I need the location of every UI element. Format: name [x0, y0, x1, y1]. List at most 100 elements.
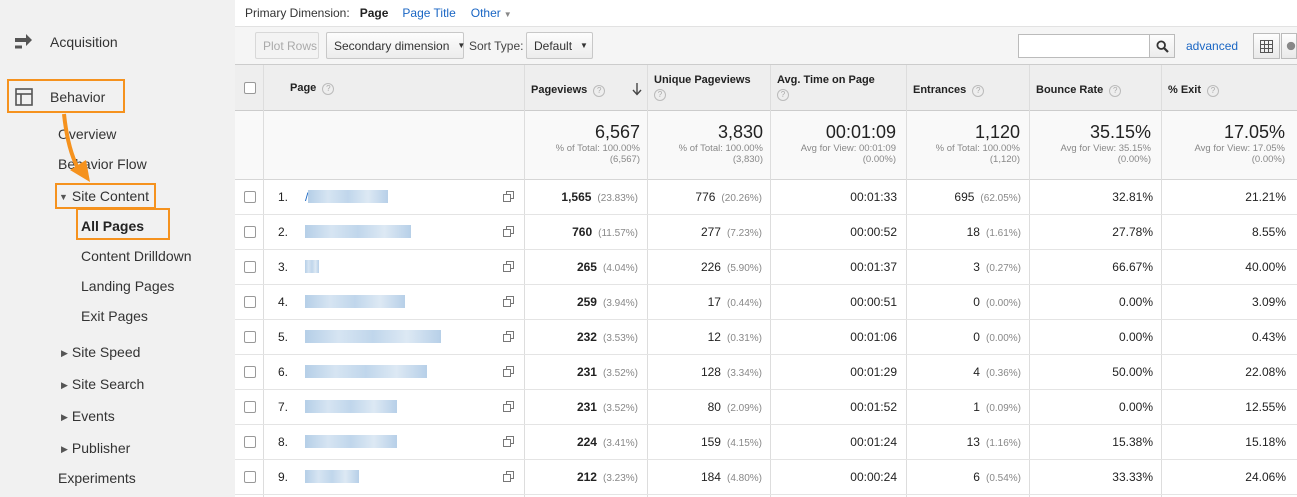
primary-dimension-other[interactable]: Other ▼ [470, 6, 512, 20]
primary-dimension-page-title[interactable]: Page Title [402, 6, 456, 20]
table-row[interactable]: 7. 231 (3.52%) 80 (2.09%) 00:01:52 1 (0.09%) 0.0… [235, 390, 1297, 425]
sort-down-arrow-icon[interactable] [632, 82, 642, 96]
page-link[interactable] [305, 215, 411, 250]
sidebar-item-all-pages[interactable]: All Pages [81, 218, 145, 234]
cell-avg-time: 00:00:51 [850, 295, 897, 309]
row-number: 9. [278, 470, 289, 484]
total-entrances: 1,120 % of Total: 100.00% (1,120) [935, 122, 1020, 165]
sidebar-item-overview[interactable]: Overview [58, 126, 117, 142]
table-search-input[interactable] [1018, 34, 1150, 58]
table-header [235, 65, 1297, 111]
table-row[interactable]: 1. / 1,565 (23.83%) 776 (20.26%) 00:01:33 695 (6… [235, 180, 1297, 215]
open-page-icon[interactable] [503, 261, 514, 272]
sidebar-item-experiments[interactable]: Experiments [58, 470, 136, 486]
sidebar-item-content-drilldown[interactable]: Content Drilldown [81, 248, 192, 264]
page-link[interactable] [305, 250, 319, 285]
grid-view-icon [1260, 39, 1273, 53]
plot-rows-button[interactable]: Plot Rows [255, 32, 319, 59]
open-page-icon[interactable] [503, 191, 514, 202]
nav-acquisition[interactable]: Acquisition [12, 30, 118, 54]
page-link[interactable]: / [305, 180, 389, 215]
cell-bounce-rate: 0.00% [1118, 400, 1153, 414]
search-button[interactable] [1149, 34, 1175, 58]
sidebar-item-exit-pages[interactable]: Exit Pages [81, 308, 148, 324]
help-icon[interactable]: ? [972, 85, 985, 97]
header-pageviews[interactable]: Pageviews? [531, 84, 606, 97]
advanced-filter-link[interactable]: advanced [1186, 39, 1239, 53]
sidebar-item-publisher[interactable]: ▶ Publisher [61, 440, 131, 456]
site-content-highlight-box [55, 183, 156, 209]
total-bounce-rate: 35.15% Avg for View: 35.15% (0.00%) [1060, 122, 1151, 165]
help-icon[interactable]: ? [654, 89, 666, 101]
cell-entrances: 6 (0.54%) [973, 470, 1021, 484]
header-page[interactable]: Page? [290, 82, 335, 95]
cell-bounce-rate: 50.00% [1112, 365, 1153, 379]
row-checkbox[interactable] [244, 401, 256, 413]
cell-avg-time: 00:01:37 [850, 260, 897, 274]
cell-pageviews: 224 (3.41%) [576, 435, 638, 449]
row-checkbox[interactable] [244, 366, 256, 378]
open-page-icon[interactable] [503, 436, 514, 447]
cell-pageviews: 232 (3.53%) [576, 330, 638, 344]
sort-type-dropdown[interactable]: Default ▼ [526, 32, 593, 59]
header-unique-pageviews[interactable]: Unique Pageviews? [654, 74, 751, 101]
header-entrances[interactable]: Entrances? [913, 84, 985, 97]
table-row[interactable]: 2. 760 (11.57%) 277 (7.23%) 00:00:52 18 (1.61%)… [235, 215, 1297, 250]
sidebar-item-landing-pages[interactable]: Landing Pages [81, 278, 175, 294]
header-bounce-rate[interactable]: Bounce Rate? [1036, 84, 1122, 97]
grid-view-button[interactable] [1253, 33, 1280, 59]
secondary-dimension-dropdown[interactable]: Secondary dimension ▼ [326, 32, 465, 59]
open-page-icon[interactable] [503, 366, 514, 377]
table-row[interactable]: 3. 265 (4.04%) 226 (5.90%) 00:01:37 3 (0.27%) 66… [235, 250, 1297, 285]
page-link[interactable] [305, 425, 397, 460]
select-all-checkbox[interactable] [244, 82, 256, 94]
pie-view-button[interactable] [1281, 33, 1297, 59]
header-avg-time[interactable]: Avg. Time on Page? [777, 74, 875, 101]
pie-view-icon [1286, 41, 1296, 51]
cell-avg-time: 00:00:24 [850, 470, 897, 484]
cell-unique-pageviews: 226 (5.90%) [700, 260, 762, 274]
cell-unique-pageviews: 12 (0.31%) [707, 330, 762, 344]
sidebar-item-events[interactable]: ▶ Events [61, 408, 115, 424]
table-row[interactable]: 4. 259 (3.94%) 17 (0.44%) 00:00:51 0 (0.00%) 0.0… [235, 285, 1297, 320]
page-link[interactable] [305, 285, 405, 320]
total-pageviews: 6,567 % of Total: 100.00% (6,567) [555, 122, 640, 165]
sidebar-item-site-speed[interactable]: ▶ Site Speed [61, 344, 141, 360]
help-icon[interactable]: ? [777, 89, 789, 101]
total-exit: 17.05% Avg for View: 17.05% (0.00%) [1194, 122, 1285, 165]
help-icon[interactable]: ? [1109, 85, 1122, 97]
table-row[interactable]: 5. 232 (3.53%) 12 (0.31%) 00:01:06 0 (0.00%) 0.0… [235, 320, 1297, 355]
sidebar-item-site-content[interactable]: ▼ Site Content [59, 188, 149, 204]
cell-bounce-rate: 0.00% [1118, 295, 1153, 309]
open-page-icon[interactable] [503, 226, 514, 237]
help-icon[interactable]: ? [1207, 85, 1220, 97]
open-page-icon[interactable] [503, 296, 514, 307]
table-row[interactable]: 6. 231 (3.52%) 128 (3.34%) 00:01:29 4 (0.36%) 50… [235, 355, 1297, 390]
help-icon[interactable]: ? [593, 85, 606, 97]
sidebar-item-site-search[interactable]: ▶ Site Search [61, 376, 145, 392]
column-divider [906, 65, 907, 497]
row-checkbox[interactable] [244, 261, 256, 273]
row-checkbox[interactable] [244, 436, 256, 448]
row-checkbox[interactable] [244, 191, 256, 203]
page-link[interactable] [305, 390, 397, 425]
nav-behavior[interactable] [12, 85, 50, 109]
primary-dimension-bar: Primary Dimension: Page Page Title Other… [235, 0, 1297, 26]
page-link[interactable] [305, 460, 359, 495]
open-page-icon[interactable] [503, 471, 514, 482]
sidebar: Acquisition Behavior Overview Behavior F… [0, 0, 235, 497]
table-row[interactable]: 8. 224 (3.41%) 159 (4.15%) 00:01:24 13 (1.16%) 1… [235, 425, 1297, 460]
header-exit[interactable]: % Exit? [1168, 84, 1220, 97]
open-page-icon[interactable] [503, 331, 514, 342]
redacted-page-path [305, 330, 441, 343]
page-link[interactable] [305, 320, 441, 355]
row-checkbox[interactable] [244, 226, 256, 238]
help-icon[interactable]: ? [322, 83, 335, 95]
page-link[interactable] [305, 355, 427, 390]
row-checkbox[interactable] [244, 471, 256, 483]
row-checkbox[interactable] [244, 331, 256, 343]
row-checkbox[interactable] [244, 296, 256, 308]
redacted-page-path [305, 435, 397, 448]
table-row[interactable]: 9. 212 (3.23%) 184 (4.80%) 00:00:24 6 (0.54%) 33… [235, 460, 1297, 495]
open-page-icon[interactable] [503, 401, 514, 412]
